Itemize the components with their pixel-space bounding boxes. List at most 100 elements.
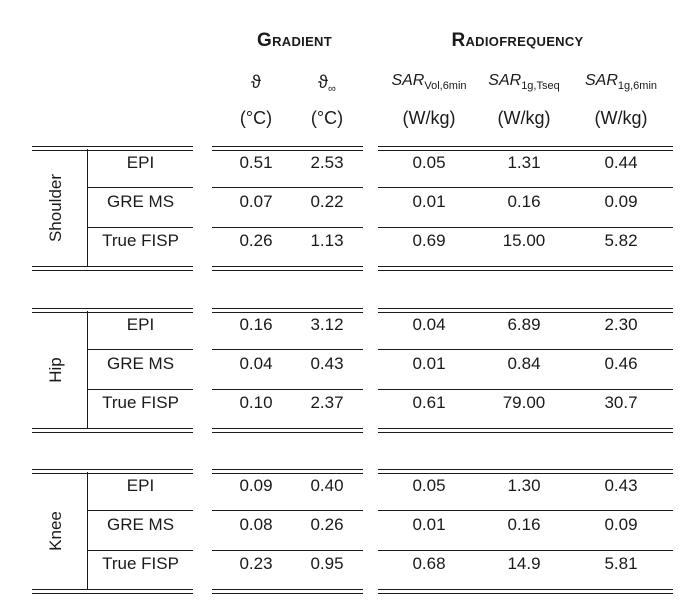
rule-double xyxy=(32,589,193,594)
table-value: 0.95 xyxy=(310,554,344,573)
table-value: 0.16 xyxy=(239,315,273,334)
section-label: Hip xyxy=(46,357,65,383)
table-value: 2.30 xyxy=(604,315,638,334)
table-value: 0.61 xyxy=(412,393,446,412)
rule-single xyxy=(87,226,193,228)
table-value: 30.7 xyxy=(604,393,638,412)
table-value: 2.37 xyxy=(310,393,344,412)
rule-double xyxy=(212,308,363,313)
rule-single xyxy=(212,388,363,390)
rule-vertical xyxy=(86,472,88,590)
table-value: 0.16 xyxy=(507,515,541,534)
table-value: 0.23 xyxy=(239,554,273,573)
table-value: 0.01 xyxy=(412,515,446,534)
rule-single xyxy=(378,388,673,390)
theta-symbol: ϑ xyxy=(251,72,261,92)
sequence-label: GRE MS xyxy=(106,192,175,211)
rule-single xyxy=(378,348,673,350)
unit-label: (°C) xyxy=(239,108,273,128)
table-value: 0.26 xyxy=(239,231,273,250)
table-value: 0.09 xyxy=(604,515,638,534)
rule-double xyxy=(32,428,193,433)
sequence-label: GRE MS xyxy=(106,354,175,373)
table-value: 0.04 xyxy=(239,354,273,373)
table-value: 0.16 xyxy=(507,192,541,211)
rule-double xyxy=(378,266,673,271)
rule-double xyxy=(212,589,363,594)
column-header-sar-1g-6min: SAR1g,6min xyxy=(584,72,658,92)
table-value: 5.81 xyxy=(604,554,638,573)
sequence-label: True FISP xyxy=(102,393,179,412)
rule-double xyxy=(32,146,193,151)
table-value: 0.05 xyxy=(412,476,446,495)
column-header-theta-inf: ϑ∞ xyxy=(318,72,336,95)
sequence-label: EPI xyxy=(126,153,155,172)
table-value: 0.51 xyxy=(239,153,273,172)
table-value: 5.82 xyxy=(604,231,638,250)
section-hip: Hip EPI 0.16 3.12 0.04 6.89 2.30 GRE MS … xyxy=(0,308,698,434)
rule-single xyxy=(87,388,193,390)
table-value: 0.09 xyxy=(604,192,638,211)
sequence-label: True FISP xyxy=(102,554,179,573)
table-value: 0.43 xyxy=(310,354,344,373)
rule-single xyxy=(212,549,363,551)
table-value: 14.9 xyxy=(507,554,541,573)
rule-double xyxy=(212,469,363,474)
rule-single xyxy=(87,549,193,551)
table-value: 0.07 xyxy=(239,192,273,211)
table-value: 0.44 xyxy=(604,153,638,172)
table-value: 0.26 xyxy=(310,515,344,534)
table-value: 0.46 xyxy=(604,354,638,373)
theta-symbol: ϑ xyxy=(318,72,328,92)
table-value: 1.30 xyxy=(507,476,541,495)
section-knee: Knee EPI 0.09 0.40 0.05 1.30 0.43 GRE MS… xyxy=(0,469,698,595)
sequence-label: True FISP xyxy=(102,231,179,250)
table-value: 0.09 xyxy=(239,476,273,495)
table-value: 0.22 xyxy=(310,192,344,211)
rule-double xyxy=(32,469,193,474)
table-value: 0.40 xyxy=(310,476,344,495)
rule-double xyxy=(212,146,363,151)
rule-single xyxy=(212,186,363,188)
rule-single xyxy=(87,348,193,350)
rule-double xyxy=(378,469,673,474)
table-value: 3.12 xyxy=(310,315,344,334)
group-header-radiofrequency: Radiofrequency xyxy=(451,30,584,51)
unit-label: (°C) xyxy=(310,108,344,128)
rule-double xyxy=(378,428,673,433)
rule-single xyxy=(212,348,363,350)
rule-single xyxy=(212,226,363,228)
table-value: 0.04 xyxy=(412,315,446,334)
table-value: 15.00 xyxy=(502,231,546,250)
column-header-theta: ϑ xyxy=(216,72,296,93)
table-value: 0.08 xyxy=(239,515,273,534)
column-header-sar-1g-tseq: SAR1g,Tseq xyxy=(488,72,560,92)
sequence-label: EPI xyxy=(126,476,155,495)
rule-single xyxy=(378,509,673,511)
table-value: 0.68 xyxy=(412,554,446,573)
table-value: 2.53 xyxy=(310,153,344,172)
section-label: Shoulder xyxy=(46,173,65,243)
table-value: 0.69 xyxy=(412,231,446,250)
rule-double xyxy=(378,589,673,594)
table-value: 0.43 xyxy=(604,476,638,495)
rule-single xyxy=(378,226,673,228)
table-value: 0.84 xyxy=(507,354,541,373)
rule-double xyxy=(32,308,193,313)
sequence-label: GRE MS xyxy=(106,515,175,534)
table-value: 0.01 xyxy=(412,354,446,373)
rule-double xyxy=(212,428,363,433)
rule-single xyxy=(87,509,193,511)
rule-single xyxy=(378,549,673,551)
table-value: 0.01 xyxy=(412,192,446,211)
table-value: 0.05 xyxy=(412,153,446,172)
rule-vertical xyxy=(86,311,88,429)
unit-label: (W/kg) xyxy=(594,108,648,128)
rule-double xyxy=(32,266,193,271)
rule-double xyxy=(378,146,673,151)
section-label: Knee xyxy=(46,511,65,551)
rule-double xyxy=(378,308,673,313)
table-value: 1.13 xyxy=(310,231,344,250)
rule-vertical xyxy=(86,149,88,267)
